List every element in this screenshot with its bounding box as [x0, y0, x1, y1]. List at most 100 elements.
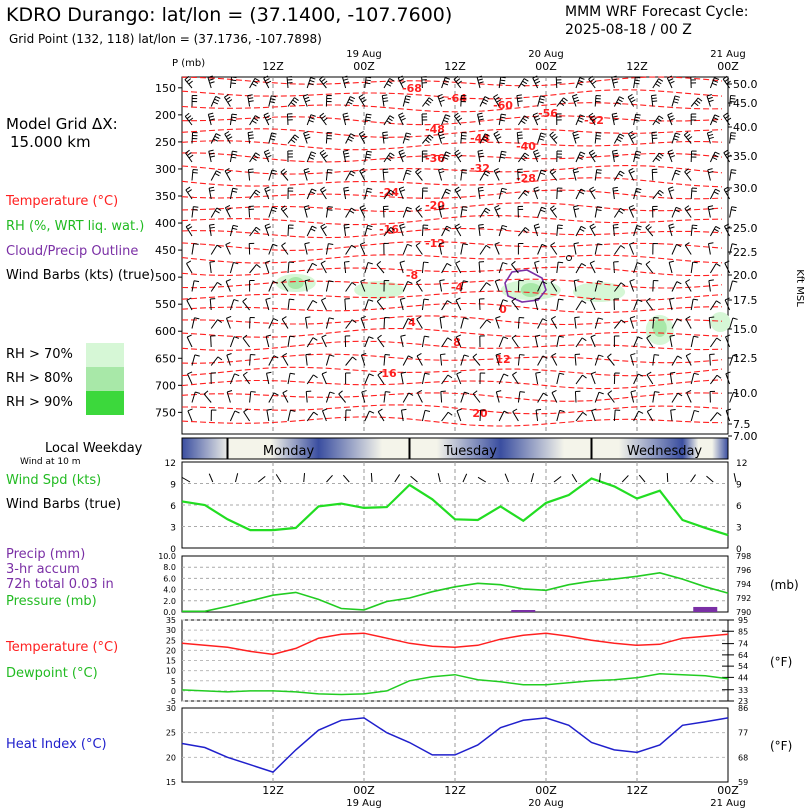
wind-barb: [646, 411, 654, 422]
legend-wind: Wind Barbs (kts) (true): [6, 268, 155, 283]
wind-barb-flag: [627, 94, 633, 98]
precip-tick: 8.0: [163, 563, 176, 572]
wind-barb-flag: [685, 133, 691, 138]
wind-barb: [306, 188, 313, 200]
pressure-tick-label: 750: [155, 406, 176, 419]
wind-barb: [633, 336, 639, 348]
wind-barb-flag: [321, 78, 326, 83]
wind-barb-flag: [708, 136, 714, 140]
temperature-contour-label: -36: [425, 152, 445, 165]
wind-barb: [723, 226, 731, 237]
wind-barb-flag: [730, 138, 736, 140]
wind-barb: [495, 354, 500, 366]
wind-barb-flag: [612, 152, 619, 155]
wind-barb-flag: [692, 224, 698, 227]
wind-barb-flag: [613, 81, 619, 84]
wind-barb-flag: [731, 243, 738, 246]
wind-barb-flag: [726, 117, 732, 122]
wind-barb-flag: [676, 281, 682, 285]
height-tick-label: 30.0: [733, 182, 758, 195]
wind-barb: [671, 95, 676, 107]
wind-barb: [652, 280, 654, 292]
wind-barb-flag: [185, 223, 191, 228]
wind-barb-flag: [502, 224, 508, 228]
wind-barb-flag: [592, 154, 597, 159]
surface-wind-barb: [733, 473, 737, 483]
wind-barb-flag: [621, 319, 626, 324]
wind-barb: [345, 356, 353, 366]
wind-barb-flag: [573, 205, 579, 208]
wind-barb: [345, 245, 353, 255]
pressure-tick: 794: [736, 580, 751, 589]
wind-barb: [690, 262, 694, 274]
wind-barb-flag: [511, 334, 517, 339]
wind-barb: [535, 373, 539, 385]
wind-barb-flag: [455, 223, 460, 227]
wind-barb-flag: [389, 115, 395, 119]
wind-barb: [479, 207, 487, 218]
wind-barb-flag: [343, 115, 349, 118]
wind-barb: [629, 244, 635, 255]
wind-barb-flag: [455, 260, 461, 264]
wind-barb-flag: [439, 316, 446, 319]
wind-barb-flag: [415, 168, 420, 173]
wind-barb: [281, 282, 289, 292]
wind-barb: [377, 411, 385, 422]
wind-barb: [589, 189, 596, 200]
wind-barb-flag: [405, 95, 411, 98]
wind-barb-flag: [495, 133, 500, 137]
wind-barb-flag: [209, 223, 215, 226]
wind-barb-flag: [484, 96, 490, 100]
temperature-line: [181, 632, 729, 656]
wind-barb-flag: [227, 99, 233, 103]
wind-barb: [399, 225, 404, 237]
wind-barb-flag: [550, 242, 556, 246]
wind-barb: [607, 393, 615, 403]
wind-barb: [438, 206, 443, 218]
wind-barb: [690, 410, 695, 422]
height-tick-label: 45.0: [733, 97, 758, 110]
wind-barb-flag: [290, 409, 296, 412]
wind-barb-flag: [708, 205, 714, 208]
wind-barb: [690, 225, 693, 237]
wind-barb-flag: [271, 209, 277, 213]
wind-barb-flag: [484, 133, 490, 137]
wind-barb: [668, 262, 673, 274]
wind-barb-flag: [722, 75, 728, 80]
wind-barb-flag: [579, 154, 585, 158]
wind-barb-flag: [289, 298, 295, 301]
wind-barb-flag: [668, 152, 674, 155]
rh-area: [710, 312, 731, 332]
wind-barb: [460, 206, 464, 218]
wind-barb-flag: [454, 112, 459, 117]
wind-barb: [477, 188, 481, 200]
wind-barb-flag: [713, 191, 719, 195]
wind-speed-label: Wind Spd (kts): [6, 473, 102, 488]
wind-barb-flag: [226, 315, 232, 319]
wind-barb-flag: [726, 80, 732, 85]
wind-barb-flag: [271, 132, 277, 135]
wind-barb-flag: [234, 410, 240, 414]
wind-barb: [683, 134, 692, 144]
wind-barb: [325, 354, 330, 366]
wind-barb-flag: [232, 187, 238, 190]
wind-barb: [321, 336, 327, 348]
wind-barb: [537, 392, 544, 403]
wind-barb-flag: [708, 208, 714, 211]
wind-barb: [209, 262, 212, 274]
wind-barb-flag: [726, 408, 732, 412]
wind-barb-flag: [618, 173, 624, 177]
wind-barb-flag: [613, 155, 619, 158]
rh-swatch-90: [86, 391, 124, 415]
wind-barb-flag: [590, 152, 596, 156]
wind-barb-flag: [619, 133, 625, 137]
wind-barb-flag: [652, 100, 658, 103]
wind-barb-flag: [264, 149, 270, 153]
wind-barb-flag: [573, 168, 579, 171]
wind-barb-flag: [401, 154, 407, 158]
wind-barb-flag: [294, 97, 299, 101]
wind-barb-flag: [327, 209, 333, 211]
fahrenheit-tick-label: 54: [738, 662, 748, 671]
wind-barb-flag: [577, 82, 583, 86]
wind-barb-flag: [446, 225, 452, 229]
